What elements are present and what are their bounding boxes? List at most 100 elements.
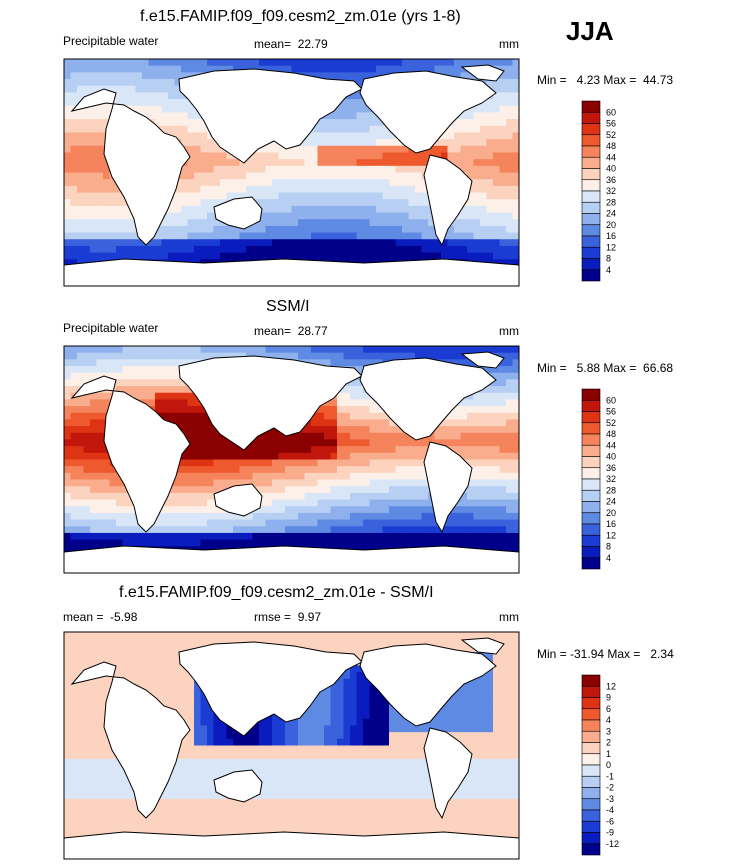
field-cell bbox=[324, 132, 332, 140]
field-cell bbox=[194, 172, 202, 180]
field-cell bbox=[376, 245, 384, 254]
field-cell bbox=[486, 212, 494, 220]
field-cell bbox=[148, 352, 156, 360]
field-cell bbox=[239, 512, 247, 521]
field-cell bbox=[181, 532, 189, 541]
field-cell bbox=[265, 172, 273, 180]
field-cell bbox=[129, 519, 137, 527]
field-cell bbox=[129, 72, 137, 80]
field-cell bbox=[421, 486, 429, 494]
field-cell bbox=[369, 506, 377, 514]
field-cell bbox=[96, 165, 104, 174]
field-cell bbox=[181, 386, 189, 394]
field-cell bbox=[408, 539, 416, 547]
field-cell bbox=[246, 459, 254, 467]
field-cell bbox=[350, 399, 358, 407]
field-cell bbox=[246, 252, 254, 260]
field-cell bbox=[109, 638, 117, 646]
field-cell bbox=[512, 119, 519, 127]
field-cell bbox=[278, 539, 286, 547]
field-cell bbox=[395, 165, 403, 174]
field-cell bbox=[506, 392, 514, 401]
field-cell bbox=[460, 139, 468, 147]
field-cell bbox=[142, 346, 150, 354]
field-cell bbox=[64, 546, 72, 554]
field-cell bbox=[129, 99, 137, 107]
field-cell bbox=[83, 65, 91, 73]
field-cell bbox=[291, 145, 299, 154]
field-cell bbox=[233, 192, 241, 200]
field-cell bbox=[187, 112, 195, 120]
field-cell bbox=[337, 192, 345, 200]
field-cell bbox=[291, 459, 299, 467]
field-cell bbox=[129, 105, 137, 114]
field-cell bbox=[83, 632, 91, 640]
field-cell bbox=[512, 232, 519, 240]
field-cell bbox=[83, 112, 91, 120]
field-cell bbox=[220, 352, 228, 360]
field-cell bbox=[415, 506, 423, 514]
field-cell bbox=[350, 392, 358, 401]
field-cell bbox=[233, 459, 241, 467]
colorbar-tick-label: 48 bbox=[606, 141, 616, 151]
field-cell bbox=[512, 65, 519, 73]
field-cell bbox=[122, 346, 130, 354]
field-cell bbox=[369, 179, 377, 187]
field-cell bbox=[285, 432, 293, 441]
field-cell bbox=[187, 139, 195, 147]
field-cell bbox=[447, 225, 455, 234]
field-cell bbox=[291, 526, 299, 534]
field-cell bbox=[226, 539, 234, 547]
field-cell bbox=[77, 212, 85, 220]
field-cell bbox=[376, 419, 384, 427]
field-cell bbox=[213, 439, 221, 447]
field-cell bbox=[480, 486, 488, 494]
field-cell bbox=[337, 526, 345, 534]
field-cell bbox=[103, 512, 111, 521]
field-cell bbox=[428, 512, 436, 521]
field-cell bbox=[259, 526, 267, 534]
field-cell bbox=[408, 632, 416, 640]
field-cell bbox=[168, 245, 176, 254]
field-cell bbox=[337, 112, 345, 120]
field-cell bbox=[395, 446, 403, 454]
field-cell bbox=[83, 85, 91, 93]
field-cell bbox=[64, 386, 72, 394]
field-cell bbox=[408, 486, 416, 494]
field-cell bbox=[395, 152, 403, 160]
field-cell bbox=[460, 205, 468, 214]
field-cell bbox=[298, 499, 306, 507]
field-cell bbox=[330, 192, 338, 200]
colorbar-tick-label: 44 bbox=[606, 440, 616, 450]
continent-outline bbox=[178, 355, 363, 451]
field-cell bbox=[90, 366, 98, 374]
field-cell bbox=[363, 406, 371, 414]
field-cell bbox=[317, 199, 325, 207]
field-cell bbox=[512, 372, 519, 380]
field-cell bbox=[441, 346, 449, 354]
field-cell bbox=[285, 512, 293, 521]
field-cell bbox=[356, 452, 364, 461]
field-cell bbox=[259, 432, 267, 441]
field-cell bbox=[291, 346, 299, 354]
field-cell bbox=[343, 439, 351, 447]
field-cell bbox=[70, 546, 78, 554]
field-cell bbox=[259, 145, 267, 154]
field-cell bbox=[83, 359, 91, 367]
field-cell bbox=[64, 359, 72, 367]
field-cell bbox=[311, 439, 319, 447]
field-cell bbox=[486, 479, 494, 487]
field-cell bbox=[330, 412, 338, 421]
field-cell bbox=[90, 638, 98, 646]
field-cell bbox=[187, 239, 195, 247]
field-cell bbox=[506, 466, 514, 474]
field-cell bbox=[467, 526, 475, 534]
field-cell bbox=[161, 119, 169, 127]
field-cell bbox=[116, 352, 124, 360]
field-cell bbox=[155, 245, 163, 254]
field-cell bbox=[226, 638, 234, 646]
field-cell bbox=[382, 159, 390, 167]
field-cell bbox=[96, 139, 104, 147]
field-cell bbox=[493, 472, 501, 481]
field-cell bbox=[317, 519, 325, 527]
